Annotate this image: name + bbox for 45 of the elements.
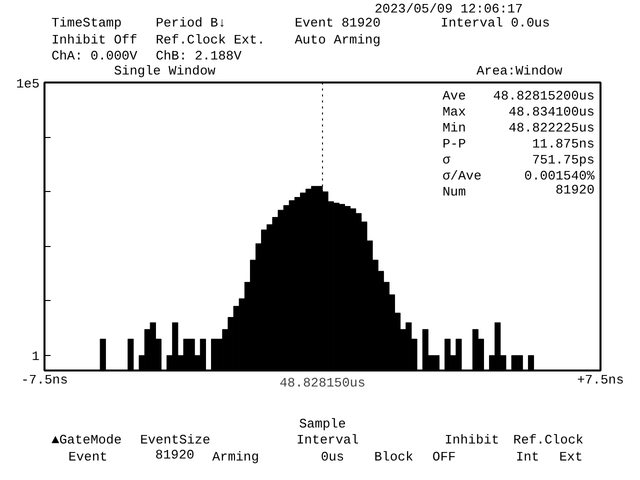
y-tick-label: 1 [32, 348, 40, 364]
annotation: Ave [442, 88, 466, 104]
annotation: 48.834100us [508, 104, 595, 120]
annotation: Max [442, 104, 466, 120]
text: ▲GateMode [51, 432, 122, 448]
annotation: Min [442, 120, 466, 136]
text: Inhibit Off [51, 32, 138, 48]
annotation: Num [442, 184, 466, 200]
text: Auto Arming [294, 32, 381, 48]
text: Area:Window [476, 64, 562, 78]
text: 81920 [155, 448, 194, 462]
text: Event [68, 450, 108, 464]
text: Ext [559, 450, 583, 464]
text: OFF [432, 450, 456, 464]
text: Sample [299, 416, 346, 432]
annotation: 48.822225us [508, 120, 595, 136]
x-axis-title: 48.828150us [280, 376, 366, 390]
text: Inhibit [444, 432, 500, 448]
annotation: σ/Ave [442, 168, 482, 184]
annotation: 48.82815200us [493, 88, 595, 104]
text: ChB: 2.188V [156, 48, 242, 64]
x-tick-label: -7.5ns [21, 372, 68, 388]
text: Ref.Clock Ext. [156, 32, 265, 48]
text: Interval [296, 432, 360, 448]
annotation: 11.875ns [532, 136, 595, 152]
text: Arming [212, 450, 260, 464]
annotation: 751.75ps [532, 152, 595, 168]
x-tick-label: +7.5ns [577, 372, 624, 388]
annotation: 0.001540% [524, 168, 595, 184]
annotation: σ [442, 152, 450, 168]
text: TimeStamp [51, 16, 122, 30]
text: 0us [320, 450, 344, 464]
text: Event 81920 [294, 16, 381, 30]
text: Ref.Clock [513, 432, 584, 448]
text: Period B↓ [156, 16, 226, 30]
annotation: P-P [442, 136, 466, 152]
text: Int [516, 450, 540, 464]
y-tick-label: 1e5 [16, 76, 40, 92]
text: EventSize [140, 432, 210, 448]
text: Block [374, 450, 414, 464]
annotation: 81920 [555, 182, 595, 198]
text: Interval 0.0us [440, 16, 550, 30]
chart-title: Single Window [114, 64, 216, 78]
text: ChA: 0.000V [51, 48, 138, 64]
text: 2023/05/09 12:06:17 [374, 2, 523, 16]
